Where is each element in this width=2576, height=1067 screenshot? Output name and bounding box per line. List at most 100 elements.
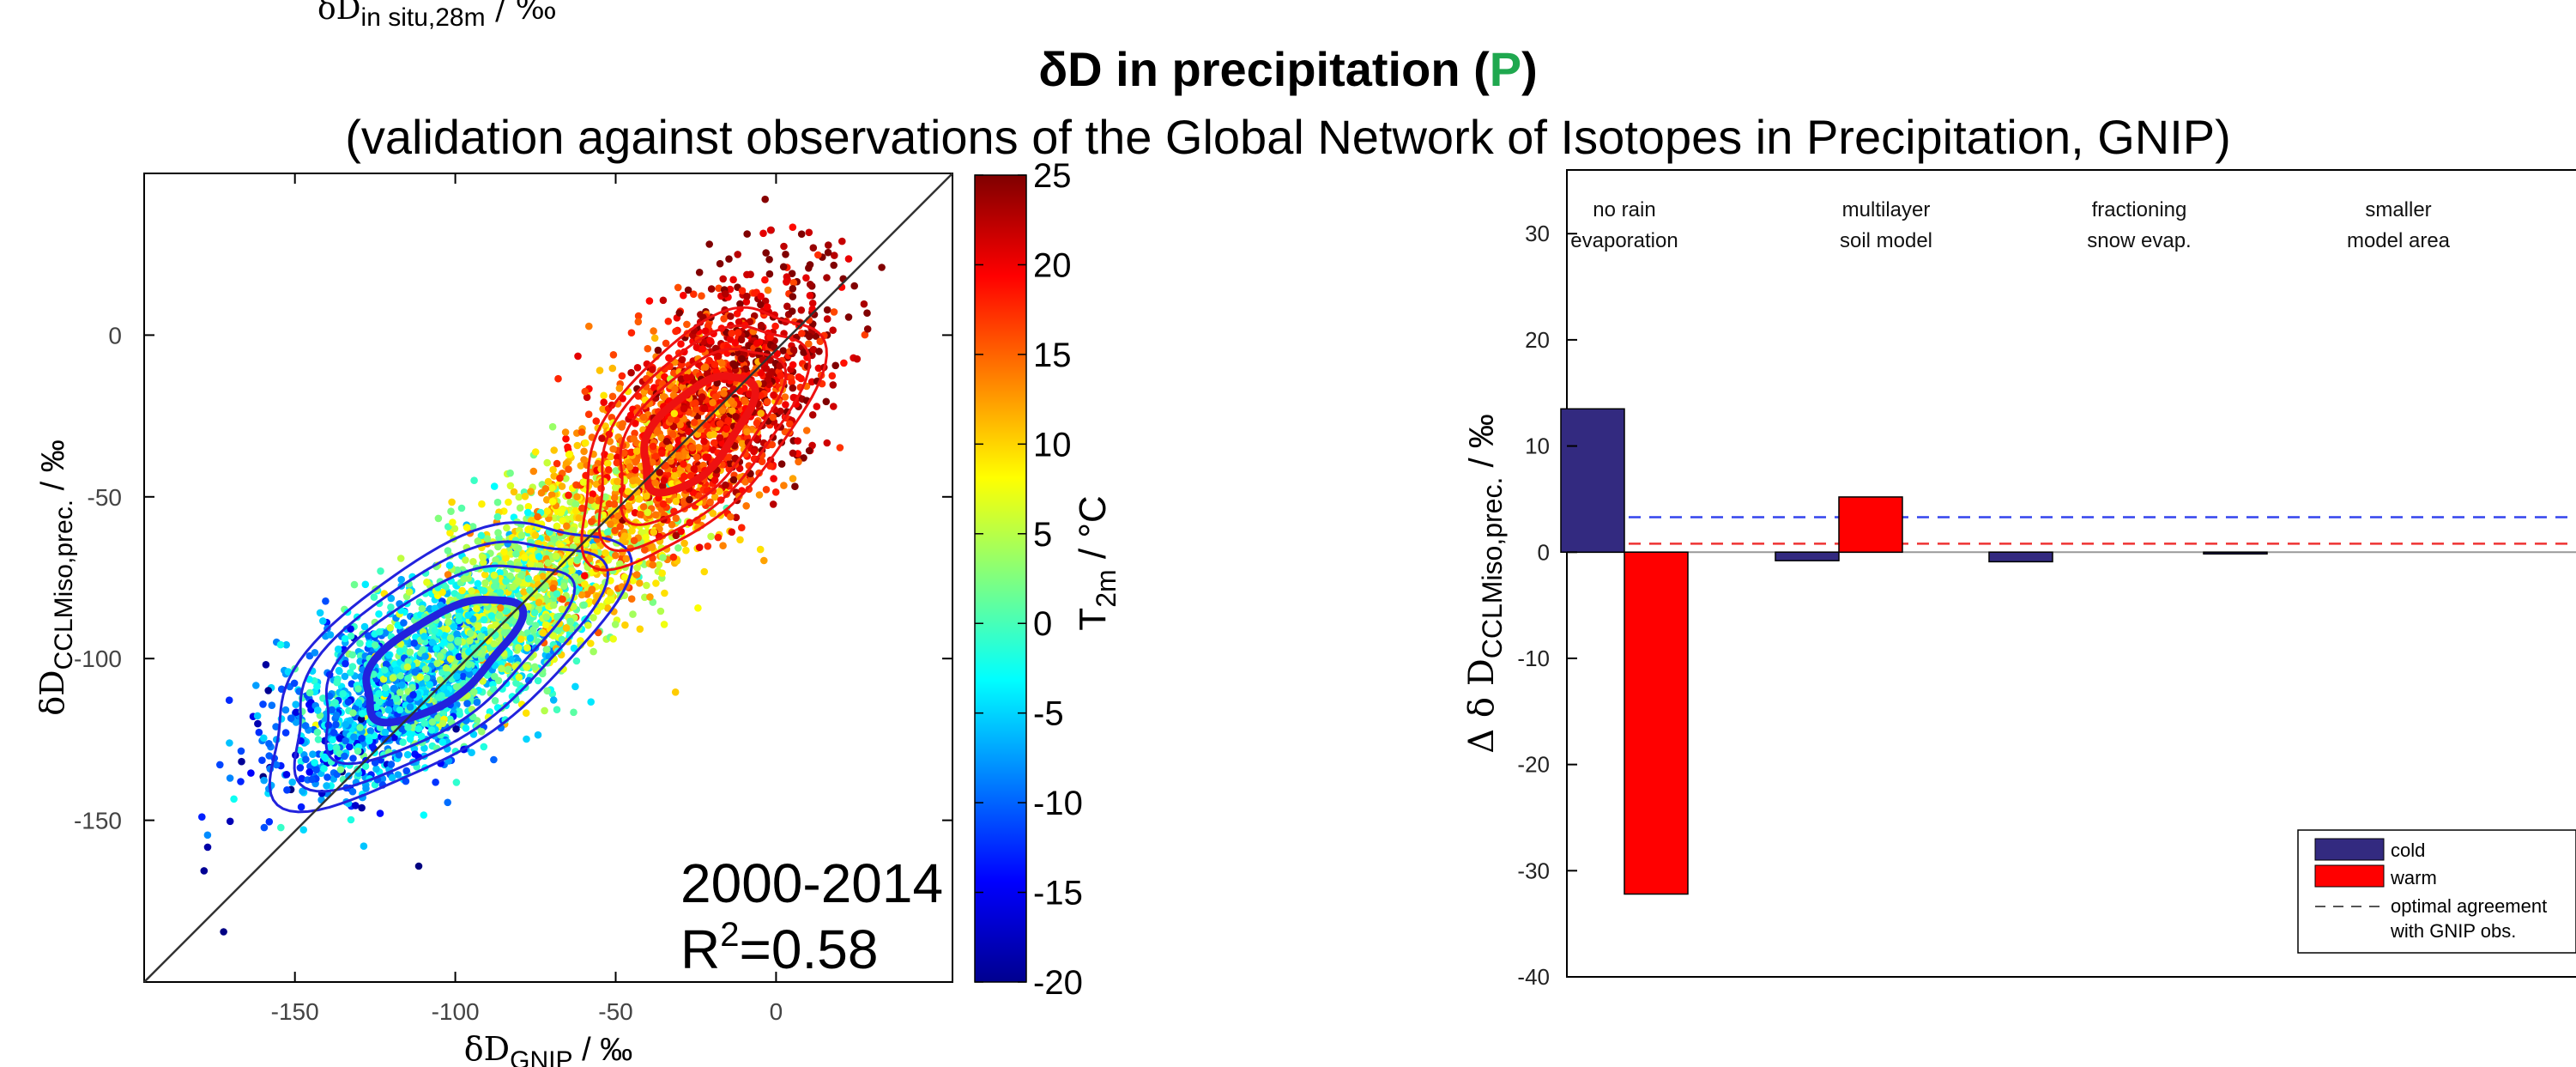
scatter-point [450,622,458,631]
scatter-point [582,439,590,447]
scatter-point [421,652,429,660]
scatter-point [682,546,690,555]
scatter-point [372,641,379,649]
scatter-point [361,580,370,589]
scatter-point [225,696,233,704]
scatter-point [356,724,364,731]
scatter-point [764,397,771,406]
scatter-point [789,293,797,300]
scatter-point [789,346,798,354]
scatter-point [360,842,368,850]
scatter-point [347,669,354,676]
scatter-point [743,427,751,436]
scatter-point [342,659,349,668]
scatter-point [437,652,444,660]
scatter-point [547,491,556,499]
scatter-point [539,629,547,637]
scatter-point [496,568,504,577]
scatter-point [608,596,615,604]
scatter-point [829,381,838,389]
scatter-point [420,719,429,727]
scatter-point [372,703,380,712]
scatter-point [741,478,749,486]
scatter-point [737,336,746,344]
scatter-point [305,768,314,776]
legend-label-reference: optimal agreement [2391,895,2547,917]
scatter-point [607,452,615,461]
scatter-point [583,393,591,402]
scatter-point [312,766,320,773]
scatter-point [695,543,704,551]
scatter-point [565,465,572,473]
scatter-point [597,603,606,610]
scatter-point [339,689,348,698]
scatter-point [453,672,461,681]
scatter-point [650,334,659,343]
scatter-point [789,449,797,458]
scatter-point [479,677,487,685]
scatter-point [716,259,724,268]
scatter-point [348,651,357,659]
scatter-point [462,724,470,732]
scatter-point [805,446,813,455]
scatter-point [121,840,129,847]
scatter-point [736,300,744,308]
scatter-point [729,407,736,415]
scatter-point [543,687,551,695]
scatter-point [255,728,263,737]
scatter-point [326,631,335,639]
scatter-point [788,270,796,278]
scatter-point [432,779,439,786]
scatter-point [396,555,405,562]
scatter-point [607,520,614,528]
scatter-point [634,318,643,326]
scatter-point [756,545,765,554]
scatter-point [426,681,434,688]
scatter-point [247,769,255,777]
scatter-point [287,714,295,722]
scatter-point [469,523,477,530]
scatter-point [676,421,684,429]
scatter-point [633,364,642,372]
scatter-point [632,571,641,579]
scatter-point [420,811,428,819]
scatter-point [741,397,749,405]
category-label: fractioning [2092,198,2187,221]
scatter-point [789,475,797,482]
scatter-point [786,420,794,428]
scatter-point [722,290,729,298]
scatter-point [850,282,858,290]
scatter-point [524,574,533,583]
scatter-point [581,580,589,588]
scatter-point [473,698,481,706]
scatter-point [404,658,413,665]
scatter-point [757,321,765,330]
scatter-point [734,329,742,336]
scatter-point [701,327,710,336]
scatter-point [761,195,769,203]
scatter-point [444,571,452,579]
scatter-point [571,500,580,508]
scatter-point [672,497,680,506]
scatter-point [728,397,735,405]
scatter-point [632,456,641,464]
scatter-point [755,491,764,499]
scatter-point [549,696,558,704]
scatter-point [694,444,703,452]
scatter-point [863,325,872,333]
scatter-point [830,261,838,270]
scatter-point [672,327,680,336]
scatter-point [650,528,658,537]
colorbar-tick-label: 10 [1033,426,1072,464]
scatter-point [500,628,509,637]
scatter-point [789,384,797,392]
scatter-point [302,755,310,763]
scatter-point [456,710,463,718]
scatter-point [542,496,551,504]
scatter-point [356,658,365,665]
scatter-point [677,375,686,383]
scatter-point [602,549,609,557]
scatter-point [440,632,449,640]
scatter-point [505,498,512,506]
